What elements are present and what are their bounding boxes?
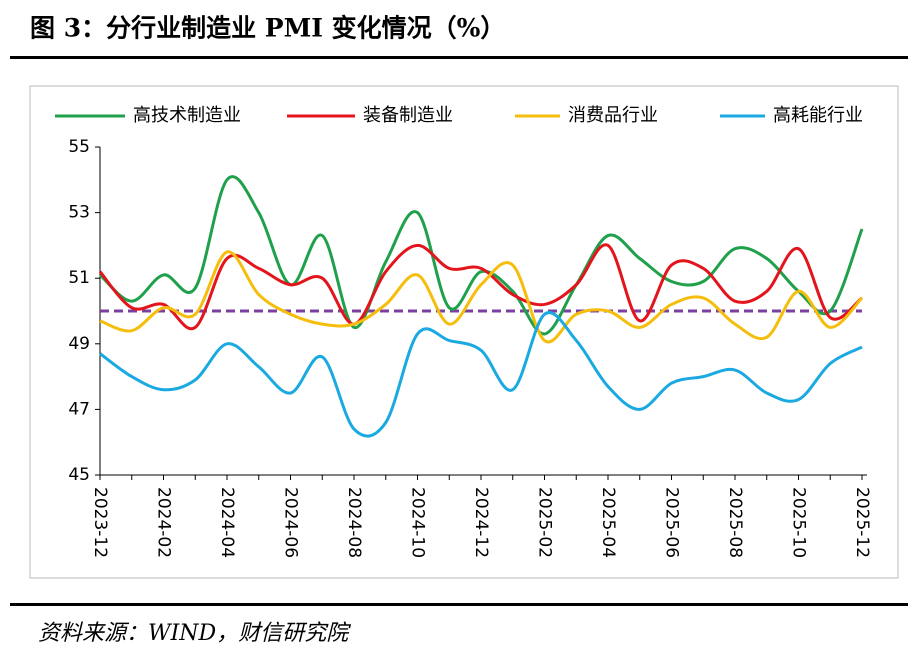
series-line	[98, 243, 863, 331]
x-tick-label: 2024-10	[408, 487, 428, 558]
x-tick-label: 2025-12	[852, 487, 872, 558]
source: 资料来源：WIND，财信研究院	[38, 621, 351, 646]
y-tick-label: 49	[68, 334, 90, 354]
series-line	[99, 250, 864, 344]
y-tick-label: 47	[68, 399, 90, 419]
legend-label: 高耗能行业	[773, 105, 863, 126]
x-tick-label: 2024-08	[344, 487, 364, 558]
title-rule	[10, 56, 908, 59]
source-rule	[10, 603, 908, 606]
x-tick-label: 2024-06	[281, 487, 301, 558]
legend-label: 装备制造业	[363, 105, 453, 126]
series-line	[98, 175, 864, 336]
x-tick-label: 2025-06	[662, 487, 682, 558]
x-tick-label: 2025-08	[725, 487, 745, 558]
y-tick-label: 55	[68, 137, 90, 157]
y-tick-label: 51	[68, 268, 90, 288]
x-tick-label: 2024-12	[471, 487, 491, 558]
series-line	[99, 311, 863, 438]
y-tick-label: 45	[68, 465, 90, 485]
y-tick-label: 53	[68, 203, 90, 223]
x-tick-label: 2025-10	[789, 487, 809, 558]
chart-title: 图 3：分行业制造业 PMI 变化情况（%）	[30, 14, 505, 43]
x-tick-label: 2025-02	[535, 487, 555, 558]
chart-frame	[29, 85, 899, 579]
legend-label: 高技术制造业	[133, 105, 241, 126]
x-tick-label: 2024-04	[217, 487, 237, 558]
x-tick-label: 2024-02	[154, 487, 174, 558]
legend-label: 消费品行业	[568, 105, 658, 126]
x-tick-label: 2025-04	[598, 487, 618, 558]
x-tick-label: 2023-12	[90, 487, 110, 558]
